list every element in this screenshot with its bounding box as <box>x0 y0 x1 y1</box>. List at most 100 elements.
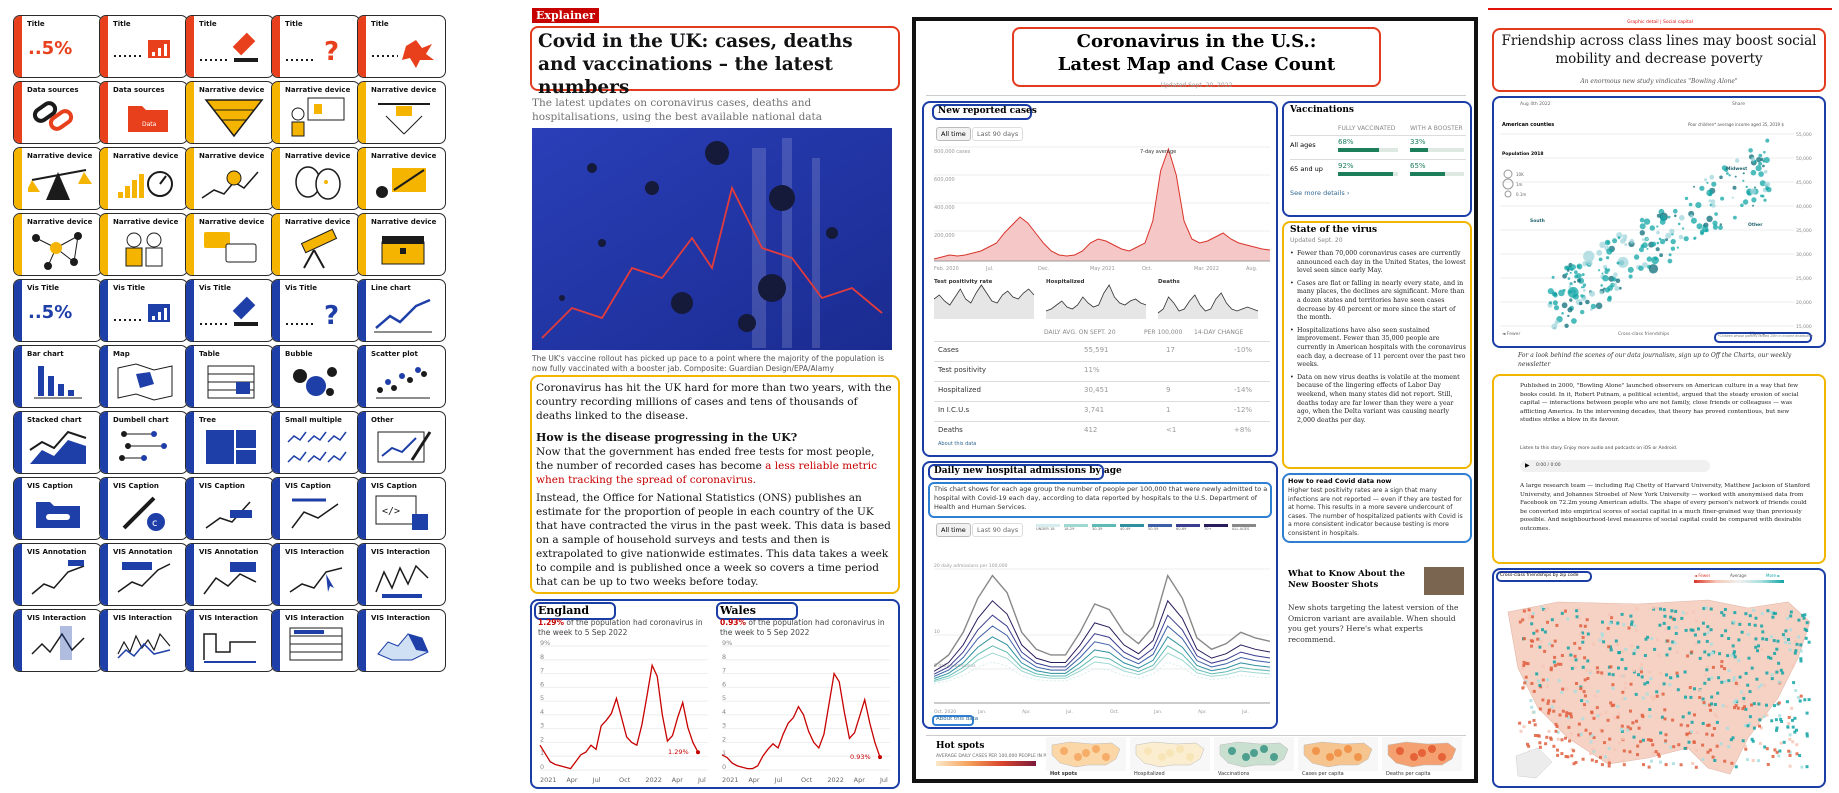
vacc-more-link[interactable]: See more details › <box>1290 189 1350 197</box>
zip-cell <box>1610 704 1614 708</box>
card-38[interactable]: VIS Caption <box>185 477 274 540</box>
card-11[interactable]: Narrative device <box>13 147 102 210</box>
card-4[interactable]: Title? <box>271 15 360 78</box>
card-42[interactable]: VIS Annotation <box>99 543 188 606</box>
zip-cell <box>1781 671 1785 675</box>
card-5[interactable]: Title <box>357 15 446 78</box>
card-17[interactable]: Narrative device <box>99 213 188 276</box>
zip-cell <box>1521 667 1525 671</box>
card-7[interactable]: Data sources Data <box>99 81 188 144</box>
card-48[interactable]: VIS Interaction <box>185 609 274 672</box>
card-35[interactable]: Other <box>357 411 446 474</box>
card-21[interactable]: Vis Title ..5% <box>13 279 102 342</box>
card-9[interactable]: Narrative device <box>271 81 360 144</box>
county-point <box>1615 278 1621 284</box>
zip-cell <box>1750 703 1753 707</box>
card-31[interactable]: Stacked chart <box>13 411 102 474</box>
card-28[interactable]: Table <box>185 345 274 408</box>
hosp-tab-all-time[interactable]: All time <box>936 523 971 537</box>
booster-title[interactable]: What to Know About the New Booster Shots <box>1288 569 1405 590</box>
county-point <box>1551 323 1558 330</box>
y-tick-label: 7 <box>540 667 544 675</box>
county-point <box>1708 192 1713 197</box>
zip-cell <box>1710 651 1714 655</box>
county-point <box>1646 247 1649 250</box>
zip-cell <box>1734 704 1738 708</box>
eco-audio-play-icon[interactable]: ▶ <box>1525 462 1530 469</box>
zip-cell <box>1685 611 1689 615</box>
map-thumbnail-5[interactable] <box>1382 737 1462 771</box>
card-8[interactable]: Narrative device <box>185 81 274 144</box>
zip-cell <box>1608 621 1612 625</box>
card-23[interactable]: Vis Title <box>185 279 274 342</box>
card-1[interactable]: Title ..5% <box>13 15 102 78</box>
card-stripe <box>186 478 194 539</box>
card-45[interactable]: VIS Interaction <box>357 543 446 606</box>
card-43[interactable]: VIS Annotation <box>185 543 274 606</box>
card-22[interactable]: Vis Title <box>99 279 188 342</box>
zip-cell <box>1681 715 1685 719</box>
card-24[interactable]: Vis Title? <box>271 279 360 342</box>
map-thumbnail-4[interactable] <box>1298 737 1378 771</box>
card-10[interactable]: Narrative device <box>357 81 446 144</box>
county-point <box>1598 257 1603 262</box>
card-2[interactable]: Title <box>99 15 188 78</box>
county-point <box>1573 280 1576 284</box>
card-33[interactable]: Tree <box>185 411 274 474</box>
zip-cell <box>1706 665 1710 668</box>
zip-cell <box>1805 711 1809 715</box>
card-32[interactable]: Dumbell chart <box>99 411 188 474</box>
card-50[interactable]: VIS Interaction <box>357 609 446 672</box>
card-26[interactable]: Bar chart <box>13 345 102 408</box>
hosp-tab-last-90[interactable]: Last 90 days <box>972 523 1024 537</box>
zip-cell <box>1549 668 1553 672</box>
card-30[interactable]: Scatter plot <box>357 345 446 408</box>
explainer-tag[interactable]: Explainer <box>532 8 599 23</box>
card-6[interactable]: Data sources <box>13 81 102 144</box>
card-19[interactable]: Narrative device <box>271 213 360 276</box>
map-thumbnail-3[interactable] <box>1214 737 1294 771</box>
card-34[interactable]: Small multiple <box>271 411 360 474</box>
zip-cell <box>1526 662 1530 666</box>
eco-share[interactable]: Share <box>1732 102 1745 107</box>
card-41[interactable]: VIS Annotation <box>13 543 102 606</box>
card-12[interactable]: Narrative device <box>99 147 188 210</box>
hosp-source-link[interactable]: About this data <box>936 716 979 722</box>
card-20[interactable]: Narrative device <box>357 213 446 276</box>
card-40[interactable]: VIS Caption </> <box>357 477 446 540</box>
card-16[interactable]: Narrative device <box>13 213 102 276</box>
card-36[interactable]: VIS Caption <box>13 477 102 540</box>
spread-link[interactable]: a less reliable metric when tracking the… <box>536 460 877 486</box>
card-25[interactable]: Line chart <box>357 279 446 342</box>
tab-all-time[interactable]: All time <box>936 127 971 141</box>
county-point <box>1600 284 1603 287</box>
zip-cell <box>1788 648 1792 652</box>
zip-cell <box>1702 701 1706 705</box>
zip-cell <box>1586 677 1590 680</box>
card-29[interactable]: Bubble <box>271 345 360 408</box>
card-27[interactable]: Map <box>99 345 188 408</box>
tab-last-90-days[interactable]: Last 90 days <box>972 127 1024 141</box>
eco-audio-player[interactable] <box>1520 460 1710 472</box>
zip-cell <box>1744 612 1748 616</box>
card-18[interactable]: Narrative device <box>185 213 274 276</box>
y-tick-label: 8 <box>722 653 726 661</box>
zip-cell <box>1673 641 1677 645</box>
card-3[interactable]: Title <box>185 15 274 78</box>
card-44[interactable]: VIS Interaction <box>271 543 360 606</box>
map-thumbnail-2[interactable] <box>1130 737 1210 771</box>
small-area <box>1158 293 1258 319</box>
card-37[interactable]: VIS Caption c <box>99 477 188 540</box>
card-15[interactable]: Narrative device <box>357 147 446 210</box>
x-tick-label: Jul <box>774 776 783 784</box>
card-49[interactable]: VIS Interaction <box>271 609 360 672</box>
card-13[interactable]: Narrative device <box>185 147 274 210</box>
table-source-link[interactable]: About this data <box>938 441 977 447</box>
card-39[interactable]: VIS Caption <box>271 477 360 540</box>
card-46[interactable]: VIS Interaction <box>13 609 102 672</box>
zip-cell <box>1794 689 1798 692</box>
card-47[interactable]: VIS Interaction <box>99 609 188 672</box>
booster-thumbnail[interactable] <box>1424 567 1464 595</box>
map-thumbnail-1[interactable] <box>1046 737 1126 771</box>
card-14[interactable]: Narrative device <box>271 147 360 210</box>
